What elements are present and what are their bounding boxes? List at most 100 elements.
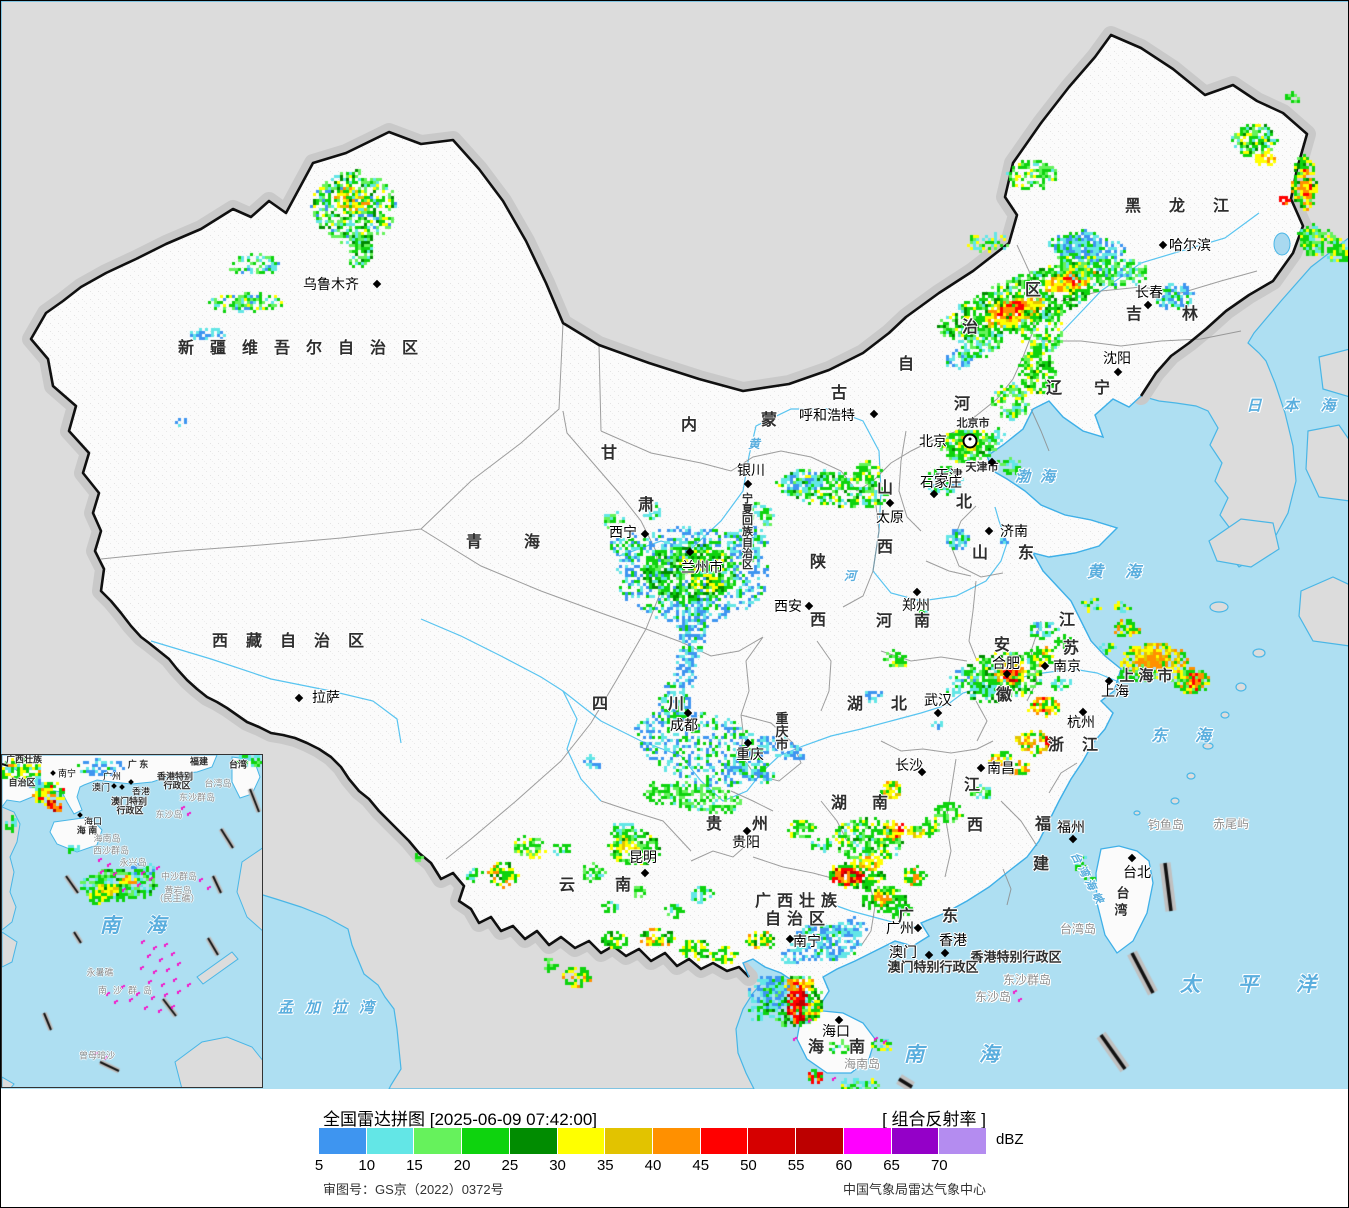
capital-marker <box>962 433 978 449</box>
tick-label: 25 <box>501 1157 519 1174</box>
city-label: 香港 <box>939 932 967 948</box>
colorbar-segment-35 <box>605 1128 653 1154</box>
city-marker <box>640 529 650 539</box>
colorbar-segment-40 <box>653 1128 700 1154</box>
city-marker <box>929 489 939 499</box>
inset-province-label: 广西壮族 <box>5 754 43 765</box>
province-label: 山东 <box>971 545 1065 562</box>
sea-label: 太平洋 <box>1180 974 1349 996</box>
tick-label: 70 <box>930 1157 948 1174</box>
inset-labels-layer: 广西壮族 自治区广 东海 南台湾 福建 香港特别 行政区 澳门特别 行政区 南宁 广州 香港 澳门海… <box>2 754 262 1087</box>
colorbar-segment-20 <box>462 1128 509 1154</box>
province-label: 苏 <box>1062 640 1080 657</box>
tick-label: 30 <box>549 1157 566 1174</box>
inset-province-label: 福建 <box>189 756 209 767</box>
province-label: 甘 <box>600 445 618 462</box>
dbz-unit-label: dBZ <box>996 1131 1024 1148</box>
province-label: 西藏自治区 <box>211 633 383 650</box>
province-label: 山 <box>876 480 894 497</box>
province-label: 天津市 <box>965 461 999 474</box>
province-label: 湾 <box>1114 902 1128 918</box>
tick-label: 20 <box>453 1157 471 1174</box>
province-label: 蒙 <box>760 412 778 429</box>
map-title: 全国雷达拼图 [2025-06-09 07:42:00] <box>323 1110 598 1129</box>
city-marker <box>294 693 304 703</box>
inset-island-label: 南沙群岛 <box>97 985 159 996</box>
city-marker <box>1158 240 1168 250</box>
tick-label: 5 <box>314 1157 324 1174</box>
city-label: 澳门 <box>889 944 917 960</box>
province-label: 澳门特别行政区 <box>887 959 979 975</box>
inset-province-label: 自治区 <box>8 777 36 788</box>
sea-label: 台湾海峡 <box>1068 850 1107 910</box>
city-label: 西宁 <box>609 524 637 540</box>
tick-label: 15 <box>406 1157 423 1174</box>
inset-city-label: 香港 <box>131 786 151 797</box>
city-label: 太原 <box>876 509 904 525</box>
province-label: 内 <box>680 417 698 434</box>
province-label: 陕 <box>809 554 827 571</box>
inset-island-label: 曾母暗沙 <box>78 1050 116 1061</box>
inset-province-label: 澳门特别 <box>110 796 148 807</box>
city-label: 贵阳 <box>732 834 760 850</box>
province-label: 贵州 <box>705 816 799 833</box>
province-label: 建 <box>1032 856 1050 873</box>
colorbar-segment-45 <box>700 1128 748 1154</box>
south-china-sea-inset: 广西壮族 自治区广 东海 南台湾 福建 香港特别 行政区 澳门特别 行政区 南宁 广州 香港 澳门海… <box>1 754 263 1088</box>
colorbar-segment-5 <box>319 1128 366 1154</box>
city-marker <box>917 767 927 777</box>
province-label: 福 <box>1034 816 1052 833</box>
inset-city-label: 澳门 <box>91 782 111 793</box>
city-marker <box>119 784 125 790</box>
city-marker <box>50 770 56 776</box>
city-label: 合肥 <box>992 655 1020 671</box>
sea-label: 渤海 <box>1014 468 1066 486</box>
inset-province-label: 行政区 <box>163 780 191 791</box>
province-label: 吉林 <box>1125 306 1239 323</box>
legend-panel: 全国雷达拼图 [2025-06-09 07:42:00] [ 组合反射率 ] 5… <box>1 1089 1348 1207</box>
city-label: 拉萨 <box>312 689 340 705</box>
city-marker <box>77 812 83 818</box>
city-label: 西安 <box>774 598 802 614</box>
colorbar-segment-70 <box>939 1128 987 1154</box>
sea-label: 孟加拉湾 <box>277 999 387 1017</box>
city-label: 武汉 <box>924 692 952 708</box>
inset-city-label: 南宁 <box>57 768 77 779</box>
province-label: 河 <box>953 396 971 413</box>
province-label: 西 <box>809 612 827 629</box>
city-marker <box>1040 661 1050 671</box>
inset-province-label: 行政区 <box>116 805 144 816</box>
city-label: 福州 <box>1057 819 1085 835</box>
colorbar-segment-65 <box>891 1128 939 1154</box>
colorbar-segment-25 <box>509 1128 557 1154</box>
province-label: 台 <box>1116 885 1130 901</box>
agency-credit: 中国气象局雷达气象中心 <box>842 1182 986 1197</box>
inset-city-label: 海口 <box>83 816 103 827</box>
inset-island-label: （民主礁） <box>154 893 200 904</box>
city-label: 长沙 <box>895 757 923 773</box>
city-label: 海口 <box>822 1023 850 1039</box>
city-marker <box>984 526 994 536</box>
city-marker <box>743 479 753 489</box>
city-marker <box>1002 669 1012 679</box>
city-label: 上海 <box>1101 683 1129 699</box>
city-marker <box>111 783 117 789</box>
city-marker <box>869 409 879 419</box>
province-label: 四川 <box>591 696 745 713</box>
inset-island-label: 永兴岛 <box>119 857 147 868</box>
city-marker <box>976 763 986 773</box>
city-marker <box>912 587 922 597</box>
city-label: 北京 <box>919 433 947 449</box>
city-label: 南昌 <box>987 760 1015 776</box>
city-label: 南京 <box>1053 658 1081 674</box>
city-label: 台北 <box>1123 864 1151 880</box>
island-label: 东沙群岛 <box>1002 973 1052 987</box>
sea-label: 日本海 <box>1246 397 1349 415</box>
inset-island-label: 东沙岛 <box>155 809 183 820</box>
colorbar-segment-10 <box>366 1128 414 1154</box>
map-labels-layer: 新疆维吾尔自治区 西藏自治区 青海甘肃内蒙古自治区宁夏回族自治区陕西山西河北山东 河南… <box>1 1 1349 1089</box>
province-label: 黑龙江 <box>1124 198 1258 215</box>
inset-island-label: 黄岩岛 <box>164 885 192 896</box>
china-radar-map: 新疆维吾尔自治区 西藏自治区 青海甘肃内蒙古自治区宁夏回族自治区陕西山西河北山东 河南… <box>1 1 1349 1089</box>
